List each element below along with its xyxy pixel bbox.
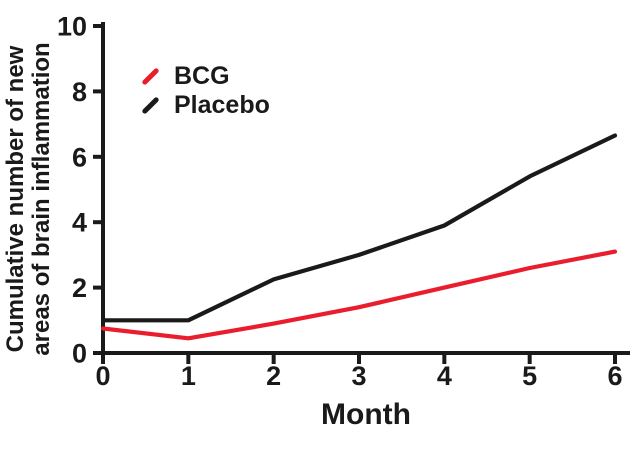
y-tick-label: 2 (72, 273, 87, 303)
x-tick-label: 3 (351, 361, 366, 391)
x-tick-label: 4 (437, 361, 452, 391)
y-tick-label: 10 (57, 12, 87, 42)
x-tick-label: 6 (607, 361, 622, 391)
x-axis-title: Month (321, 398, 411, 431)
y-axis-title-line2: areas of brain inflammation (28, 42, 55, 356)
y-tick-label: 8 (72, 77, 87, 107)
placebo-line-swatch-icon (141, 96, 160, 115)
y-axis-title-line1: Cumulative number of new (2, 45, 29, 353)
bcg-line-swatch-icon (141, 67, 160, 86)
y-axis-title: Cumulative number of new areas of brain … (2, 19, 57, 379)
legend: BCG Placebo (140, 62, 270, 120)
bcg-series-line (100, 249, 618, 341)
y-tick-label: 6 (72, 142, 87, 172)
legend-label-placebo: Placebo (174, 91, 270, 119)
legend-label-bcg: BCG (174, 62, 230, 90)
legend-item-bcg: BCG (140, 62, 270, 91)
x-tick-label: 5 (522, 361, 537, 391)
y-tick-label: 0 (72, 339, 87, 369)
placebo-series-line (100, 133, 618, 323)
y-tick-label: 4 (72, 208, 87, 238)
x-tick-label: 2 (266, 361, 281, 391)
x-tick-label: 1 (181, 361, 196, 391)
legend-item-placebo: Placebo (140, 91, 270, 120)
x-tick-label: 0 (95, 361, 110, 391)
